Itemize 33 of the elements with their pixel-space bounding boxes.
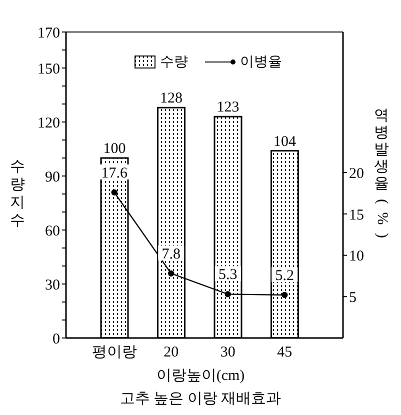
legend-label: 이병율 — [240, 54, 282, 71]
y-tick-label: 90 — [45, 169, 60, 186]
y-tick-label: 150 — [38, 61, 60, 78]
data-label: 128 — [160, 90, 182, 107]
point — [168, 270, 174, 277]
y-axis-title: 수량지수 — [10, 158, 25, 230]
x-tick-label: 20 — [164, 344, 179, 361]
y-tick-label: 60 — [45, 223, 60, 240]
data-label: 17.6 — [101, 165, 128, 182]
data-label: 5.2 — [275, 268, 294, 284]
y-tick-label: 0 — [52, 331, 60, 348]
y2-tick-label: 10 — [349, 248, 364, 265]
y-tick-label: 30 — [45, 277, 60, 294]
x-axis-title: 이랑높이(cm) — [155, 367, 246, 385]
legend-label: 수량 — [160, 54, 188, 71]
point — [282, 292, 288, 298]
data-label: 100 — [103, 141, 126, 157]
point — [111, 189, 118, 196]
y-tick-label: 120 — [38, 115, 60, 132]
data-label: 7.8 — [162, 246, 180, 262]
y2-tick-label: 20 — [349, 166, 364, 182]
x-tick-label: 평이랑 — [92, 344, 137, 361]
point — [224, 291, 231, 298]
text: 고추 높은 이랑 재배효과 — [118, 390, 282, 408]
y2-axis-title: 역병발생율(%) — [373, 108, 390, 238]
x-tick-label: 45 — [277, 344, 292, 361]
data-label: 104 — [274, 134, 296, 150]
data-label: 123 — [216, 100, 240, 116]
y2-tick-label: 15 — [349, 207, 364, 224]
y-tick-label: 170 — [38, 25, 60, 42]
x-tick-label: 30 — [220, 344, 236, 361]
y2-tick-label: 5 — [349, 290, 356, 306]
data-label: 5.3 — [218, 267, 238, 284]
